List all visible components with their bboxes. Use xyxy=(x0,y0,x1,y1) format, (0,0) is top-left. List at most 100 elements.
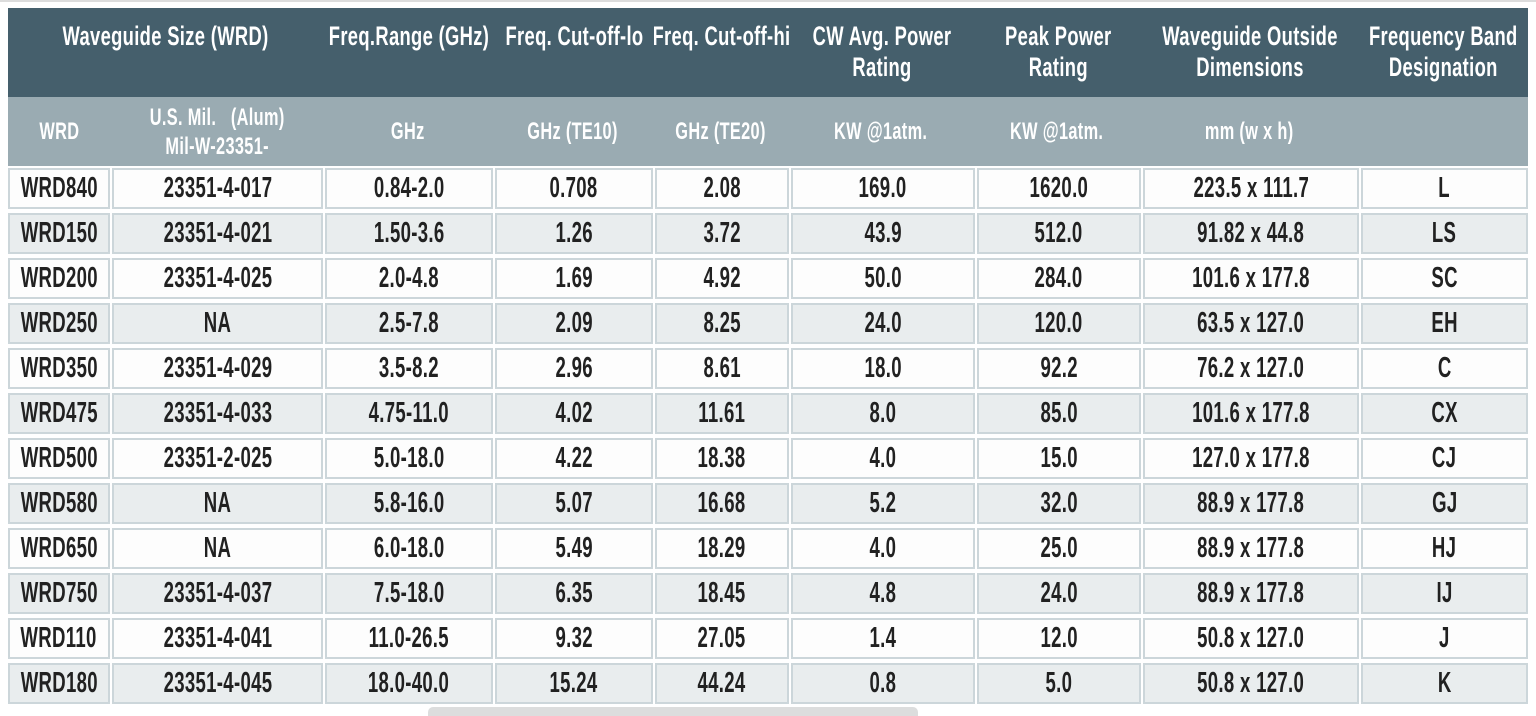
cell-freq-cutoff-lo: 1.69 xyxy=(495,258,653,299)
unit-wrd: WRD xyxy=(8,97,111,166)
cell-text: 23351-4-037 xyxy=(163,577,272,609)
header-freq-cutoff-lo: Freq. Cut-off-lo xyxy=(494,8,654,97)
cell-outside-dimensions: 101.6 x 177.8 xyxy=(1143,393,1359,434)
cell-text: 2.08 xyxy=(703,172,741,204)
cell-band-designation: K xyxy=(1361,663,1528,704)
cell-freq-cutoff-hi: 16.68 xyxy=(655,483,789,524)
cell-wrd: WRD110 xyxy=(8,618,110,659)
cell-text: 2.09 xyxy=(555,307,593,339)
cell-text: 23351-4-033 xyxy=(163,397,272,429)
table-row: WRD110 23351-4-041 11.0-26.5 9.32 27.05 1.4 12… xyxy=(8,618,1528,659)
cell-band-designation: L xyxy=(1361,168,1528,209)
cell-text: 27.05 xyxy=(697,622,747,654)
cell-text: GJ xyxy=(1431,487,1458,519)
unit-freq-range-ghz: GHz xyxy=(323,97,493,166)
cell-band-designation: GJ xyxy=(1361,483,1528,524)
header-label: CW Avg. Power Rating xyxy=(812,21,952,82)
cell-text: 4.8 xyxy=(869,577,897,609)
cell-band-designation: CJ xyxy=(1361,438,1528,479)
cell-text: 1.26 xyxy=(555,217,593,249)
cell-freq-cutoff-hi: 27.05 xyxy=(655,618,789,659)
cell-text: 23351-2-025 xyxy=(163,442,272,474)
cell-text: 23351-4-029 xyxy=(163,352,272,384)
cell-outside-dimensions: 101.6 x 177.8 xyxy=(1143,258,1359,299)
cell-freq-range: 18.0-40.0 xyxy=(325,663,493,704)
cell-text: L xyxy=(1438,172,1451,204)
cell-text: 85.0 xyxy=(1040,397,1078,429)
cell-text: 18.38 xyxy=(697,442,747,474)
cell-wrd: WRD840 xyxy=(8,168,110,209)
cell-text: CJ xyxy=(1432,442,1457,474)
cell-text: EH xyxy=(1431,307,1458,339)
cell-cw-avg-power: 4.8 xyxy=(791,573,975,614)
cell-freq-cutoff-hi: 4.92 xyxy=(655,258,789,299)
cell-text: 24.0 xyxy=(864,307,902,339)
cell-text: WRD110 xyxy=(20,622,98,654)
cell-text: 25.0 xyxy=(1040,532,1078,564)
cell-peak-power: 92.2 xyxy=(977,348,1141,389)
cell-text: CX xyxy=(1431,397,1458,429)
cell-cw-avg-power: 4.0 xyxy=(791,438,975,479)
cell-text: 43.9 xyxy=(864,217,902,249)
table-row: WRD200 23351-4-025 2.0-4.8 1.69 4.92 50.0 284.… xyxy=(8,258,1528,299)
unit-dimensions-mm: mm (w x h) xyxy=(1140,97,1358,166)
header-outside-dimensions: Waveguide Outside Dimensions xyxy=(1141,8,1359,97)
table-row: WRD650 NA 6.0-18.0 5.49 18.29 4.0 25.0 88.9 x 1… xyxy=(8,528,1528,569)
cell-text: 2.0-4.8 xyxy=(378,262,440,294)
cell-text: 2.5-7.8 xyxy=(378,307,440,339)
cell-text: 3.5-8.2 xyxy=(378,352,440,384)
cell-cw-avg-power: 24.0 xyxy=(791,303,975,344)
cell-wrd: WRD500 xyxy=(8,438,110,479)
cell-text: 127.0 x 177.8 xyxy=(1192,442,1310,474)
unit-label: KW @1atm. xyxy=(1010,118,1104,145)
cell-outside-dimensions: 223.5 x 111.7 xyxy=(1143,168,1359,209)
cell-peak-power: 85.0 xyxy=(977,393,1141,434)
cell-freq-range: 0.84-2.0 xyxy=(325,168,493,209)
header-label: Peak Power Rating xyxy=(1004,21,1112,82)
cell-text: 44.24 xyxy=(697,667,747,699)
cell-text: 101.6 x 177.8 xyxy=(1192,262,1310,294)
header-waveguide-size: Waveguide Size (WRD) xyxy=(8,8,324,97)
cell-peak-power: 32.0 xyxy=(977,483,1141,524)
cell-text: WRD840 xyxy=(20,172,98,204)
cell-outside-dimensions: 50.8 x 127.0 xyxy=(1143,618,1359,659)
table-row: WRD350 23351-4-029 3.5-8.2 2.96 8.61 18.0 92.2… xyxy=(8,348,1528,389)
table-group-header-row: Waveguide Size (WRD) Freq.Range (GHz) Fr… xyxy=(8,8,1528,97)
cell-peak-power: 12.0 xyxy=(977,618,1141,659)
cell-text: WRD750 xyxy=(20,577,98,609)
cell-text: 23351-4-021 xyxy=(163,217,272,249)
cell-freq-cutoff-lo: 2.96 xyxy=(495,348,653,389)
cell-wrd: WRD750 xyxy=(8,573,110,614)
cell-text: 169.0 xyxy=(858,172,908,204)
header-label: Frequency Band Designation xyxy=(1369,21,1518,82)
cell-freq-range: 11.0-26.5 xyxy=(325,618,493,659)
cell-freq-range: 4.75-11.0 xyxy=(325,393,493,434)
header-band-designation: Frequency Band Designation xyxy=(1359,8,1528,97)
cell-mil-part-number: NA xyxy=(112,483,323,524)
unit-label: U.S. Mil. (Alum) Mil-W-23351- xyxy=(149,103,285,160)
cell-cw-avg-power: 0.8 xyxy=(791,663,975,704)
cell-peak-power: 24.0 xyxy=(977,573,1141,614)
cell-cw-avg-power: 169.0 xyxy=(791,168,975,209)
cell-text: WRD500 xyxy=(20,442,98,474)
top-rule xyxy=(0,0,1536,2)
cell-outside-dimensions: 88.9 x 177.8 xyxy=(1143,483,1359,524)
cell-text: 18.0 xyxy=(864,352,902,384)
unit-cutoff-hi-ghz: GHz (TE20) xyxy=(653,97,788,166)
table-row: WRD750 23351-4-037 7.5-18.0 6.35 18.45 4.8 24.… xyxy=(8,573,1528,614)
cell-text: 18.45 xyxy=(697,577,747,609)
cell-freq-range: 1.50-3.6 xyxy=(325,213,493,254)
cell-text: K xyxy=(1437,667,1452,699)
cell-freq-cutoff-lo: 2.09 xyxy=(495,303,653,344)
cell-cw-avg-power: 43.9 xyxy=(791,213,975,254)
cell-freq-cutoff-hi: 8.61 xyxy=(655,348,789,389)
cell-freq-cutoff-hi: 18.38 xyxy=(655,438,789,479)
cell-text: WRD580 xyxy=(20,487,98,519)
header-label: Waveguide Outside Dimensions xyxy=(1162,21,1338,82)
cell-mil-part-number: 23351-4-029 xyxy=(112,348,323,389)
cell-text: 8.61 xyxy=(703,352,741,384)
cell-text: 23351-4-025 xyxy=(163,262,272,294)
cell-text: 4.02 xyxy=(555,397,593,429)
cell-text: WRD475 xyxy=(20,397,98,429)
table-row: WRD840 23351-4-017 0.84-2.0 0.708 2.08 169.0 1… xyxy=(8,168,1528,209)
